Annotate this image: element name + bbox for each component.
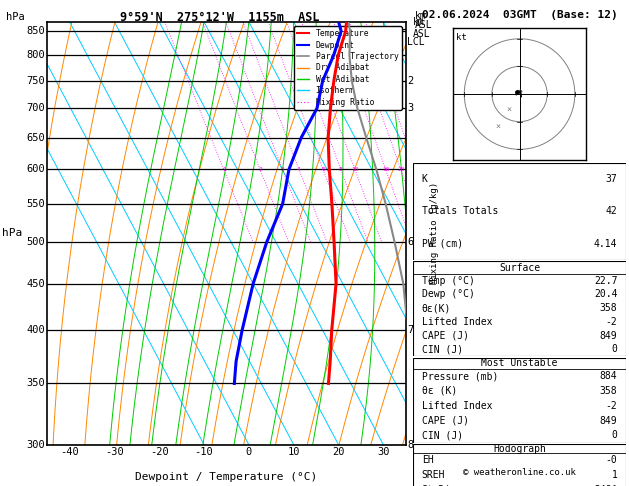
Text: 800: 800: [26, 50, 45, 60]
Text: 600: 600: [26, 164, 45, 174]
Text: Dewp (°C): Dewp (°C): [422, 289, 475, 299]
Text: ASL: ASL: [415, 20, 433, 31]
Text: 20: 20: [397, 167, 404, 172]
Text: 4: 4: [297, 167, 301, 172]
Text: -0: -0: [606, 455, 617, 466]
Text: CIN (J): CIN (J): [422, 345, 463, 354]
Text: Totals Totals: Totals Totals: [422, 207, 498, 216]
Text: θε (K): θε (K): [422, 386, 457, 396]
Text: EH: EH: [422, 455, 433, 466]
Text: CIN (J): CIN (J): [422, 430, 463, 440]
Text: 8: 8: [339, 167, 343, 172]
Text: -20: -20: [150, 447, 169, 457]
Text: 550: 550: [26, 199, 45, 209]
Text: 20.4: 20.4: [594, 289, 617, 299]
Text: hPa: hPa: [6, 12, 25, 22]
Text: 2: 2: [408, 76, 414, 86]
Text: 8: 8: [408, 440, 414, 450]
Text: 249°: 249°: [594, 485, 617, 486]
Text: 7: 7: [408, 326, 414, 335]
Text: K: K: [422, 174, 428, 184]
Text: kt: kt: [456, 33, 467, 42]
Text: LCL: LCL: [408, 37, 425, 47]
Text: 1: 1: [222, 167, 226, 172]
Text: 500: 500: [26, 237, 45, 247]
Text: 400: 400: [26, 326, 45, 335]
Text: CAPE (J): CAPE (J): [422, 416, 469, 426]
Text: -40: -40: [60, 447, 79, 457]
Text: ×: ×: [495, 122, 500, 132]
Text: 358: 358: [599, 386, 617, 396]
Text: Lifted Index: Lifted Index: [422, 401, 493, 411]
Text: 16: 16: [382, 167, 389, 172]
Text: 0: 0: [246, 447, 252, 457]
Text: 22.7: 22.7: [594, 276, 617, 286]
Text: © weatheronline.co.uk: © weatheronline.co.uk: [463, 468, 576, 477]
Text: -10: -10: [194, 447, 213, 457]
Text: 849: 849: [599, 416, 617, 426]
Text: km: km: [415, 11, 427, 21]
Text: PW (cm): PW (cm): [422, 239, 463, 249]
Text: 42: 42: [606, 207, 617, 216]
Text: 0: 0: [611, 430, 617, 440]
Text: θε(K): θε(K): [422, 303, 451, 313]
Text: 350: 350: [26, 379, 45, 388]
Text: 20: 20: [332, 447, 345, 457]
Text: 10: 10: [287, 447, 300, 457]
Text: km
ASL: km ASL: [413, 17, 431, 38]
Text: Most Unstable: Most Unstable: [481, 358, 558, 368]
Text: 358: 358: [599, 303, 617, 313]
Text: SREH: SREH: [422, 470, 445, 480]
Text: Hodograph: Hodograph: [493, 444, 546, 453]
Text: 30: 30: [377, 447, 389, 457]
Text: hPa: hPa: [3, 228, 23, 238]
Text: 450: 450: [26, 278, 45, 289]
Text: Mixing Ratio (g/kg): Mixing Ratio (g/kg): [430, 182, 439, 284]
Text: 3: 3: [408, 103, 414, 113]
Text: -2: -2: [606, 401, 617, 411]
Text: 37: 37: [606, 174, 617, 184]
Text: 0: 0: [611, 345, 617, 354]
Text: 9°59'N  275°12'W  1155m  ASL: 9°59'N 275°12'W 1155m ASL: [120, 11, 320, 24]
Text: 1: 1: [611, 470, 617, 480]
Text: 10: 10: [351, 167, 359, 172]
Text: -2: -2: [606, 317, 617, 327]
Text: 850: 850: [26, 26, 45, 36]
Text: 650: 650: [26, 133, 45, 142]
Text: 750: 750: [26, 76, 45, 86]
Text: Dewpoint / Temperature (°C): Dewpoint / Temperature (°C): [135, 472, 318, 482]
Text: 4.14: 4.14: [594, 239, 617, 249]
Text: 849: 849: [599, 330, 617, 341]
Text: Temp (°C): Temp (°C): [422, 276, 475, 286]
Legend: Temperature, Dewpoint, Parcel Trajectory, Dry Adiabat, Wet Adiabat, Isotherm, Mi: Temperature, Dewpoint, Parcel Trajectory…: [294, 26, 402, 110]
Text: 2: 2: [258, 167, 262, 172]
Text: Lifted Index: Lifted Index: [422, 317, 493, 327]
Text: 6: 6: [321, 167, 325, 172]
Text: StmDir: StmDir: [422, 485, 457, 486]
Text: 3: 3: [281, 167, 284, 172]
Text: 6: 6: [408, 237, 414, 247]
Text: ×: ×: [506, 106, 511, 115]
Text: 700: 700: [26, 103, 45, 113]
Text: 884: 884: [599, 371, 617, 381]
Text: CAPE (J): CAPE (J): [422, 330, 469, 341]
Text: -30: -30: [105, 447, 124, 457]
Text: Pressure (mb): Pressure (mb): [422, 371, 498, 381]
Text: 02.06.2024  03GMT  (Base: 12): 02.06.2024 03GMT (Base: 12): [421, 10, 618, 20]
Text: 300: 300: [26, 440, 45, 450]
Text: Surface: Surface: [499, 262, 540, 273]
